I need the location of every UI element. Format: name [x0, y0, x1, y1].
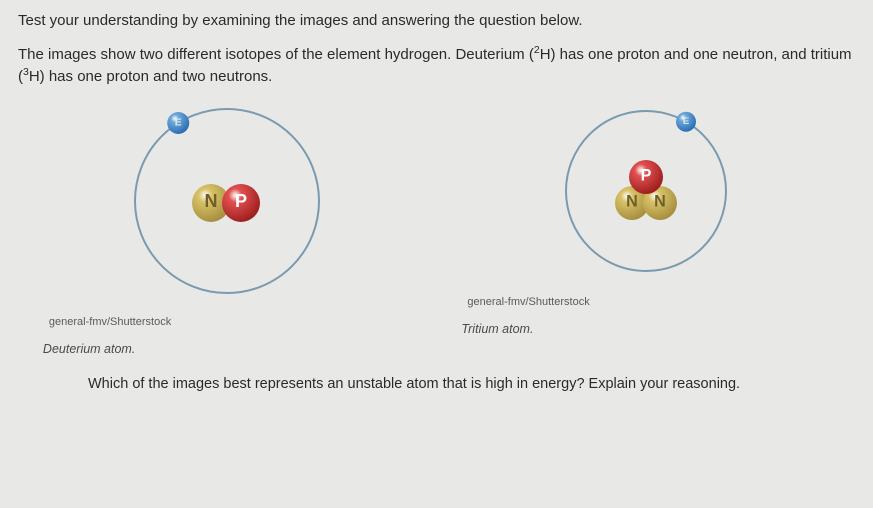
svg-text:P: P [640, 166, 651, 184]
svg-text:E: E [175, 117, 182, 128]
deuterium-atom-diagram: NP E [117, 96, 337, 306]
tritium-caption: Tritium atom. [461, 322, 533, 336]
deuterium-credit: general-fmv/Shutterstock [49, 316, 171, 328]
deuterium-column: NP E general-fmv/Shutterstock Deuterium a… [39, 96, 416, 356]
svg-text:P: P [235, 191, 247, 211]
question-text: Which of the images best represents an u… [88, 376, 855, 392]
tritium-column: NNP E general-fmv/Shutterstock Tritium at… [457, 96, 834, 336]
svg-text:N: N [654, 192, 666, 210]
tritium-atom-diagram: NNP E [546, 96, 746, 286]
tritium-credit: general-fmv/Shutterstock [467, 296, 589, 308]
diagram-row: NPE general-fmv/Shutterstock Deuterium a… [18, 96, 855, 356]
deuterium-caption: Deuterium atom. [43, 342, 135, 356]
prompt-text: The images show two different isotopes o… [18, 43, 855, 88]
svg-text:N: N [205, 191, 218, 211]
svg-text:E: E [683, 115, 689, 126]
svg-text:N: N [626, 192, 638, 210]
instruction-text: Test your understanding by examining the… [18, 12, 855, 29]
